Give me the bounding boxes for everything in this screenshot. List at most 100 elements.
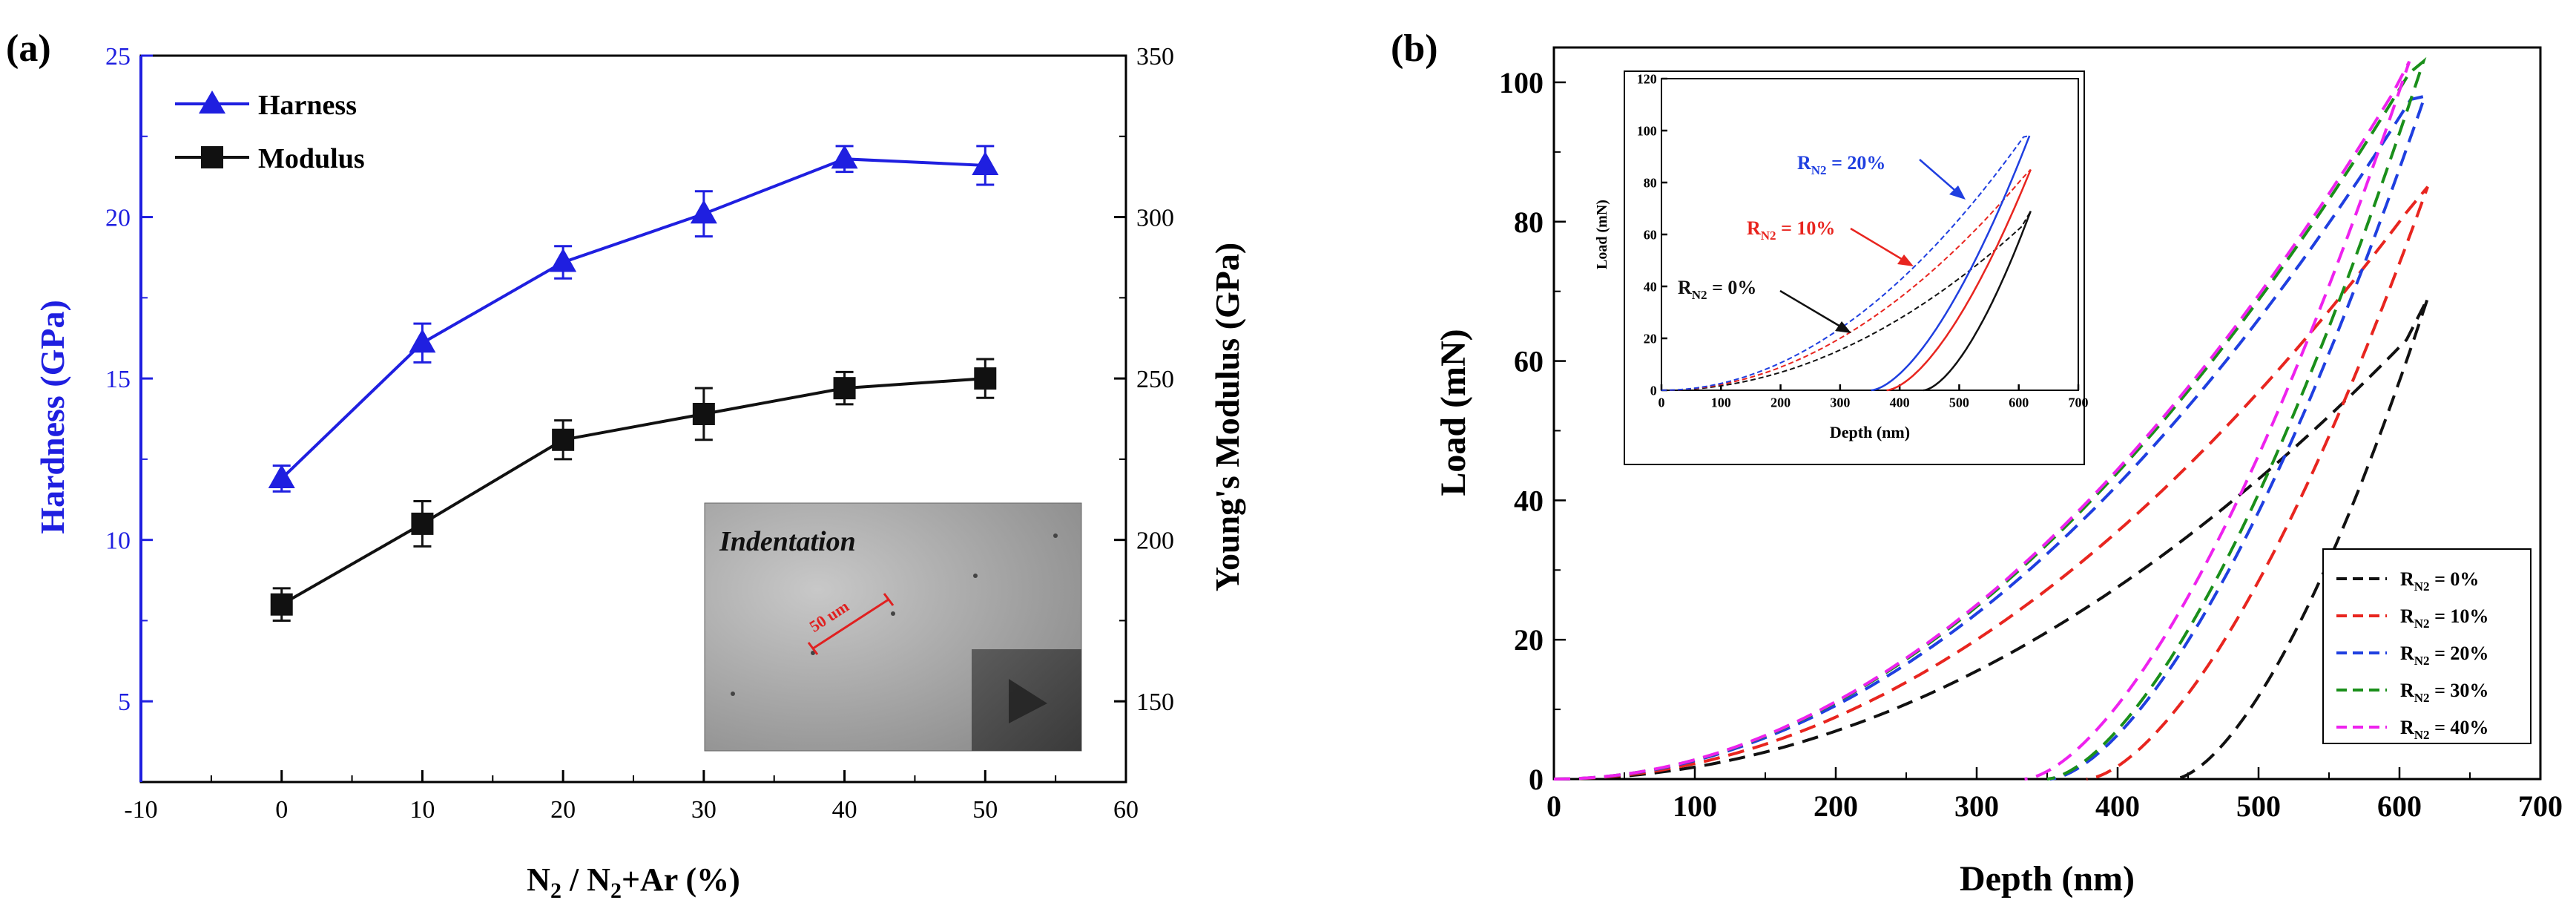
y-tick-label: 60 (1644, 227, 1657, 242)
harness-point (831, 145, 858, 169)
x-title-sub: 2 (610, 878, 622, 903)
legend-label-suffix: = 20% (2430, 643, 2489, 664)
x-tick-label: -10 (124, 796, 157, 824)
x-tick-label: 600 (2377, 789, 2422, 823)
legend-label-base: R (2400, 568, 2414, 590)
x-tick-label: 200 (1770, 395, 1791, 410)
panel-a-label: (a) (6, 27, 51, 70)
x-title-sub: 2 (550, 878, 561, 903)
panel-b-legend: RN2 = 0%RN2 = 10%RN2 = 20%RN2 = 30%RN2 =… (2322, 548, 2531, 744)
legend-label-base: R (2400, 717, 2414, 738)
legend-box (2322, 548, 2531, 744)
modulus-point (692, 402, 715, 425)
legend-label-suffix: = 10% (2430, 605, 2489, 627)
y-tick-label: 100 (1637, 123, 1657, 138)
panel-b-label: (b) (1391, 27, 1438, 70)
legend-label: RN2 = 40% (2400, 717, 2488, 742)
scale-bar-cap (883, 593, 895, 606)
y-tick-label: 60 (1514, 345, 1544, 378)
harness-point (268, 464, 295, 488)
panel-b-series (1553, 56, 2429, 781)
inset-annotation-20-arrow (1919, 159, 1960, 195)
inset-annotation-10: RN2 = 10% (1747, 217, 1835, 243)
x-tick-label: 700 (2069, 395, 2089, 410)
x-tick-label: 200 (1814, 789, 1858, 823)
modulus-point (552, 428, 575, 451)
legend-label-base: R (2400, 605, 2414, 627)
legend-label-sub: N2 (2414, 654, 2430, 668)
curve-20 (1553, 93, 2428, 781)
x-tick-label: 400 (2095, 789, 2140, 823)
panel-a-left-axis-title: Hardness (GPa) (33, 300, 71, 534)
legend-label-suffix: = 30% (2430, 680, 2489, 701)
inset-annotation-0: RN2 = 0% (1678, 277, 1756, 302)
legend-label-suffix: = 0% (2430, 568, 2480, 590)
harness-point (972, 151, 999, 175)
inset-loading-curve (1661, 135, 2030, 391)
inset-annotation-10-arrow (1850, 227, 1908, 264)
x-tick-label: 20 (550, 796, 576, 824)
x-tick-label: 300 (1830, 395, 1850, 410)
x-tick-label: 500 (1949, 395, 1969, 410)
legend-label-base: R (2400, 643, 2414, 664)
legend-label-sub: N2 (2414, 728, 2430, 742)
legend-label-sub: N2 (2414, 579, 2430, 594)
legend-label: RN2 = 10% (2400, 605, 2488, 631)
inset-annotation-20: RN2 = 20% (1797, 152, 1885, 177)
y-tick-label: 20 (1644, 331, 1657, 346)
x-tick-label: 100 (1711, 395, 1731, 410)
panel-a-legend: Harness Modulus (175, 90, 365, 174)
y-tick-label: 120 (1637, 71, 1657, 86)
scale-bar-cap (807, 642, 819, 655)
legend-label: RN2 = 20% (2400, 643, 2488, 668)
panel-b-inset: 0 100 200 300 400 500 600 700 0 20 40 60 80 100 120 De… (1594, 70, 2089, 465)
y-tick-label: 80 (1514, 206, 1544, 239)
x-tick-label: 500 (2236, 789, 2281, 823)
inset-annotation-20-arrowhead (1949, 185, 1966, 200)
inset-unloading-curve (1871, 135, 2031, 392)
x-tick-label: 0 (275, 796, 288, 824)
legend-label: RN2 = 30% (2400, 680, 2488, 705)
x-tick-label: 40 (832, 796, 857, 824)
inset-annotation-10-arrowhead (1897, 254, 1914, 266)
panel-a-x-axis: -10 0 10 20 30 40 50 60 (124, 770, 1139, 824)
panel-a-indentation-inset: 50 um Indentation (704, 502, 1082, 752)
panel-b-y-axis-title: Load (mN) (1434, 329, 1473, 496)
inset-unloading-curve (1886, 169, 2032, 392)
legend-modulus-label: Modulus (258, 143, 365, 174)
legend-label-sub: N2 (2414, 617, 2430, 631)
legend-label: RN2 = 0% (2400, 568, 2479, 594)
panel-a-right-axis: 150 200 250 300 350 (1114, 43, 1174, 716)
right-tick-label: 200 (1136, 528, 1174, 555)
y-tick-label: 40 (1644, 279, 1657, 294)
indent-dot-icon (811, 651, 815, 655)
inset-loading-curve (1661, 168, 2032, 391)
y-tick-label: 80 (1644, 175, 1657, 190)
y-tick-label: 100 (1499, 66, 1544, 99)
curve-40 (1553, 60, 2411, 781)
panel-a-left-axis: 5 10 15 20 25 (105, 43, 153, 782)
legend-harness-marker (199, 91, 225, 114)
legend-harness-label: Harness (258, 90, 357, 121)
y-tick-label: 20 (1514, 623, 1544, 657)
x-tick-label: 700 (2518, 789, 2563, 823)
indent-mark-icon (1009, 679, 1047, 723)
inset-x-axis-title: Depth (nm) (1830, 423, 1910, 441)
modulus-point (411, 512, 434, 535)
legend-modulus-marker (201, 146, 223, 168)
panel-b-x-axis-title: Depth (nm) (1960, 859, 2135, 899)
legend-label-suffix: = 40% (2430, 717, 2489, 738)
panel-a-right-axis-title: Young's Modulus (GPa) (1208, 243, 1246, 591)
legend-label-base: R (2400, 680, 2414, 701)
harness-point (409, 329, 436, 353)
x-tick-label: 50 (972, 796, 998, 824)
x-title-n: N (527, 861, 550, 898)
curve-30 (1553, 56, 2427, 781)
panel-a-x-axis-title: N2 / N2+Ar (%) (527, 861, 740, 903)
harness-point (550, 248, 577, 272)
inset-title: Indentation (719, 526, 856, 557)
x-tick-label: 30 (691, 796, 717, 824)
y-tick-label: 0 (1650, 383, 1657, 398)
x-tick-label: 100 (1673, 789, 1717, 823)
